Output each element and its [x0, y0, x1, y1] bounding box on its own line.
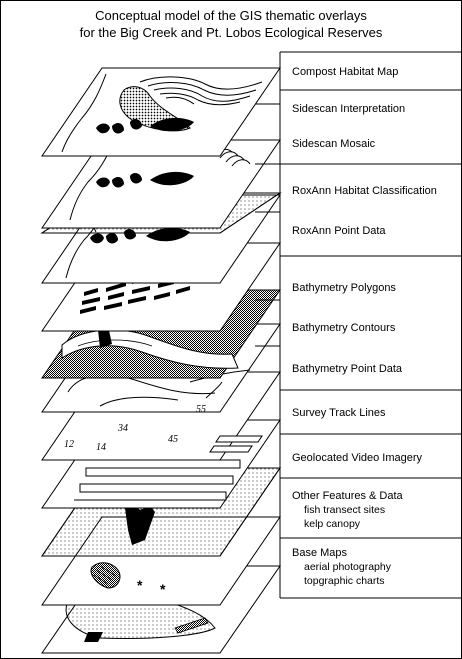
label-sidescan-mosaic: Sidescan Mosaic: [292, 138, 376, 150]
fish-transect-marker: *: [137, 577, 143, 593]
depth-number: 14: [96, 442, 106, 453]
video-coverage-area: [125, 504, 155, 545]
layer-labels-panel: Compost Habitat Map Sidescan Interpretat…: [255, 51, 462, 599]
label-roxann-point-data: RoxAnn Point Data: [292, 225, 386, 237]
label-bathymetry-polygons: Bathymetry Polygons: [292, 282, 396, 294]
label-topographic-charts: topgraphic charts: [304, 575, 385, 587]
label-bathymetry-point-data: Bathymetry Point Data: [292, 363, 403, 375]
depth-number: 12: [64, 439, 74, 450]
kelp-canopy-polygon: [90, 562, 121, 589]
label-geolocated-video-imagery: Geolocated Video Imagery: [292, 452, 423, 464]
label-composite-habitat-map: Compost Habitat Map: [292, 66, 398, 78]
survey-track-line: [74, 459, 241, 501]
figure-title: Conceptual model of the GIS thematic ove…: [0, 7, 462, 41]
depth-number: 45: [168, 434, 178, 445]
depth-number: 55: [196, 404, 206, 415]
layer-sidescan-interpretation: [41, 139, 281, 229]
base-map-feature: [84, 632, 103, 642]
label-kelp-canopy: kelp canopy: [304, 518, 361, 530]
label-base-maps: Base Maps: [292, 547, 348, 559]
label-sidescan-interpretation: Sidescan Interpretation: [292, 103, 405, 115]
title-line-2: for the Big Creek and Pt. Lobos Ecologic…: [79, 25, 383, 40]
label-aerial-photography: aerial photography: [304, 561, 392, 573]
depth-number: 34: [117, 423, 128, 434]
label-roxann-habitat-classification: RoxAnn Habitat Classification: [292, 185, 437, 197]
label-other-features: Other Features & Data: [292, 490, 404, 502]
habitat-rock-outcrops: [96, 117, 194, 134]
sidescan-rock-outcrops: [96, 171, 194, 188]
label-bathymetry-contours: Bathymetry Contours: [292, 322, 396, 334]
label-fish-transect-sites: fish transect sites: [304, 504, 385, 516]
base-map-feature: [174, 617, 209, 634]
title-line-1: Conceptual model of the GIS thematic ove…: [95, 8, 367, 23]
layer-composite-habitat-map: [41, 67, 281, 157]
fish-transect-marker: *: [160, 581, 166, 597]
label-survey-track-lines: Survey Track Lines: [292, 407, 386, 419]
habitat-contour-lines: [139, 76, 263, 106]
